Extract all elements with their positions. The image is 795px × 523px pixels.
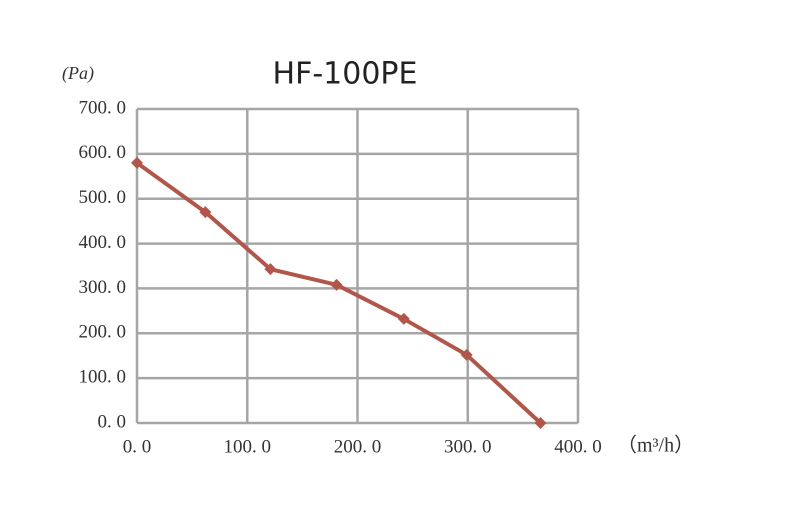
y-tick-label: 500. 0 bbox=[79, 187, 127, 208]
x-tick-label: 0. 0 bbox=[123, 436, 152, 457]
data-point bbox=[264, 263, 277, 276]
x-tick-label: 300. 0 bbox=[444, 436, 492, 457]
data-point bbox=[460, 348, 473, 361]
y-axis-label: (Pa) bbox=[62, 63, 94, 84]
y-tick-label: 200. 0 bbox=[79, 322, 127, 343]
x-tick-label: 400. 0 bbox=[554, 436, 602, 457]
y-tick-label: 700. 0 bbox=[79, 97, 127, 118]
y-tick-label: 100. 0 bbox=[79, 367, 127, 388]
y-tick-label: 400. 0 bbox=[79, 232, 127, 253]
series-line bbox=[135, 161, 542, 425]
data-point bbox=[534, 417, 547, 429]
x-tick-label: 100. 0 bbox=[224, 436, 272, 457]
y-tick-label: 600. 0 bbox=[79, 142, 127, 163]
chart-title: HF-100PE bbox=[273, 57, 418, 92]
data-point bbox=[397, 312, 410, 325]
y-tick-label: 300. 0 bbox=[79, 277, 127, 298]
data-point bbox=[199, 206, 212, 219]
y-tick-label: 0. 0 bbox=[98, 411, 127, 432]
x-tick-label: 200. 0 bbox=[334, 436, 382, 457]
data-point bbox=[131, 156, 143, 169]
x-axis-label: （m³/h） bbox=[617, 434, 694, 457]
data-point bbox=[330, 278, 343, 291]
